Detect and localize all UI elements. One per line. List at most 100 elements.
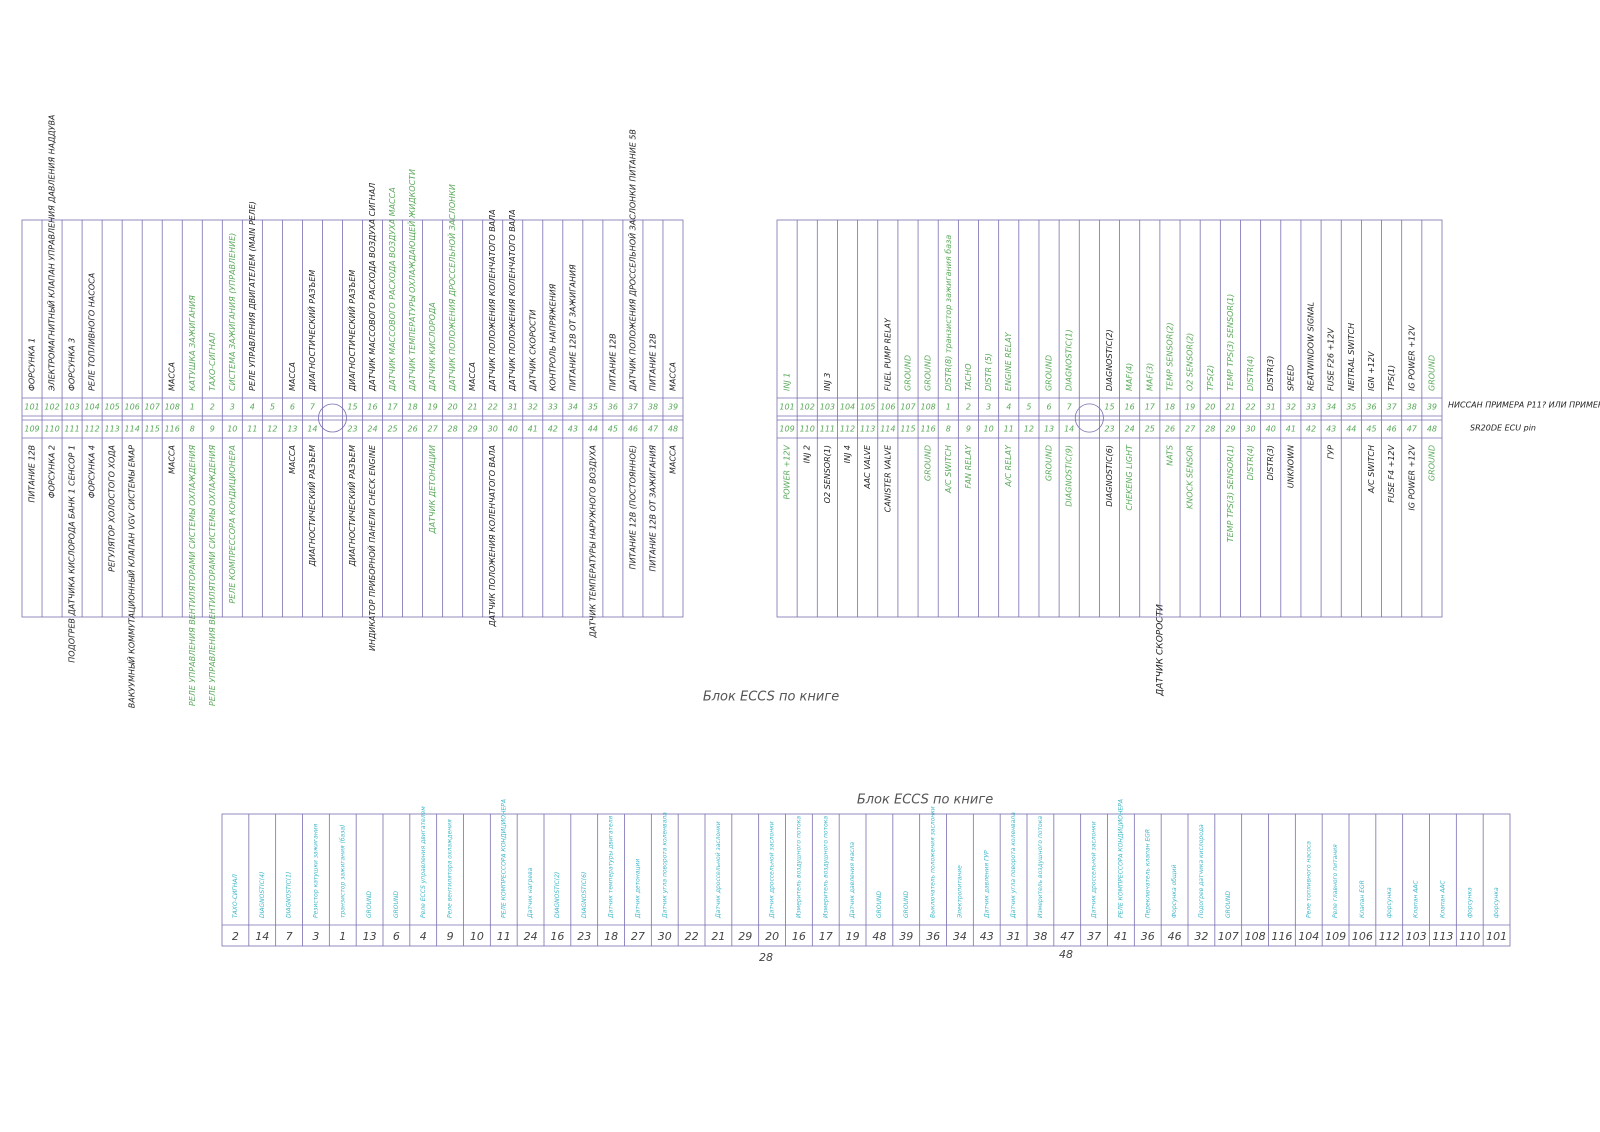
pin-label: ПИТАНИЕ 12В: [608, 333, 617, 391]
pin-number: 47: [1407, 425, 1418, 434]
pin-number: 24: [524, 930, 538, 943]
pin-number: 14: [255, 930, 269, 943]
pin-number: 7: [310, 403, 316, 412]
pin-number: 41: [528, 425, 538, 434]
pin-label: O2 SENSOR(1): [823, 445, 832, 503]
note: НИССАН ПРИМЕРА Р11? ИЛИ ПРИМЕРА Р10 ПРОС…: [1448, 401, 1600, 410]
pin-label: ДИАГНОСТИЧЕСКИЙ РАЗЪЕМ: [346, 445, 357, 567]
pin-number: 36: [1366, 403, 1376, 412]
pin-label: TPS(2): [1206, 365, 1215, 391]
pin-label: IGN +12V: [1367, 351, 1376, 391]
pin-number: 1: [190, 403, 195, 412]
pin-label: Датчик дроссельной заслонки: [769, 821, 776, 919]
pin-number: 101: [24, 403, 39, 412]
pin-number: 11: [247, 425, 257, 434]
pin-number: 11: [1004, 425, 1014, 434]
pin-label: REATWINDOW SIGNAL: [1307, 302, 1316, 391]
pin-number: 42: [1306, 425, 1316, 434]
pin-label: ТАХО-СИГНАЛ: [208, 332, 217, 391]
pin-label: Датчик угла поворота коленвала: [1010, 812, 1017, 919]
pin-number: 34: [568, 403, 578, 412]
pin-label: INJ 2: [803, 445, 812, 463]
pin-label: РЕЛЕ КОМПРЕССОРА КОНДИЦИОНЕРА: [500, 799, 507, 918]
pin-number: 9: [447, 930, 454, 943]
pin-number: 44: [588, 425, 598, 434]
pin-label: ТАХО-СИГНАЛ: [232, 874, 239, 918]
pin-number: 26: [407, 425, 417, 434]
pin-label: ПИТАНИЕ 12В (ПОСТОЯННОЕ): [628, 445, 637, 569]
pin-number: 104: [1298, 930, 1319, 943]
pin-number: 105: [860, 403, 875, 412]
pin-number: 21: [711, 930, 725, 943]
speed-label: ДАТЧИК СКОРОСТИ: [1156, 604, 1166, 697]
pin-label: Измеритель воздушного потока: [822, 816, 829, 918]
pin-number: 115: [900, 425, 915, 434]
pin-label: МАССА: [168, 445, 177, 474]
pin-number: 22: [1245, 403, 1255, 412]
pin-label: РЕЛЕ КОМПРЕССОРА КОНДИЦИОНЕРА: [1117, 799, 1124, 918]
pin-label: KNOCK SENSOR: [1186, 445, 1195, 509]
pin-label: Форсунка общий: [1171, 864, 1178, 918]
pin-label: POWER +12V: [783, 444, 792, 499]
pin-label: SPEED: [1286, 365, 1295, 391]
pin-number: 29: [1225, 425, 1235, 434]
pin-label: ДИАГНОСТИЧЕСКИЙ РАЗЪЕМ: [306, 445, 317, 567]
pin-label: GROUND: [1045, 355, 1054, 391]
pin-label: Датчик дроссельной заслонки: [715, 821, 722, 919]
pin-label: Клапан AAC: [1439, 880, 1446, 918]
pin-number: 25: [387, 425, 397, 434]
pin-label: GROUND: [903, 355, 912, 391]
pin-number: 3: [312, 930, 319, 943]
pin-number: 24: [1125, 425, 1135, 434]
pin-number: 40: [508, 425, 518, 434]
pin-number: 18: [1165, 403, 1175, 412]
pin-number: 27: [631, 930, 645, 943]
pin-label: ENGINE RELAY: [1004, 331, 1013, 391]
pin-label: A/C RELAY: [1004, 444, 1013, 488]
pin-number: 1: [946, 403, 951, 412]
pin-number: 13: [1044, 425, 1054, 434]
pin-number: 106: [1352, 930, 1373, 943]
pin-label: GROUND: [1427, 445, 1436, 481]
pin-label: Реле ECCS управления двигателем: [420, 806, 427, 918]
pin-number: 46: [1387, 425, 1397, 434]
pin-number: 5: [270, 403, 275, 412]
pin-number: 3: [230, 403, 235, 412]
pin-number: 20: [448, 403, 458, 412]
pin-number: 113: [1432, 930, 1453, 943]
pin-number: 33: [548, 403, 558, 412]
pin-number: 15: [1104, 403, 1114, 412]
pin-number: 112: [840, 425, 855, 434]
pin-number: 41: [1114, 930, 1128, 943]
pin-label: ФОРСУНКА 2: [48, 445, 57, 498]
pin-label: INJ 4: [843, 445, 852, 463]
pin-number: 32: [1286, 403, 1296, 412]
pin-label: Электропитание: [956, 865, 963, 919]
pin-number: 16: [792, 930, 806, 943]
pin-label: TACHO: [964, 363, 973, 391]
pin-number: 41: [1286, 425, 1296, 434]
pin-label: FUSE F4 +12V: [1387, 444, 1396, 502]
pin-label: GROUND: [924, 355, 933, 391]
pin-number: 29: [738, 930, 752, 943]
pin-label: Датчик давления масла: [849, 842, 856, 919]
pin-number: 103: [1406, 930, 1427, 943]
pin-number: 28: [448, 425, 458, 434]
pin-label: DIAGNOSTIC(4): [259, 872, 266, 918]
pin-label: МАССА: [468, 362, 477, 391]
pin-number: 37: [628, 403, 639, 412]
pin-label: O2 SENSOR(2): [1186, 333, 1195, 391]
pin-number: 5: [1026, 403, 1031, 412]
pin-label: Клапан AAC: [1413, 880, 1420, 918]
pin-number: 12: [1024, 425, 1034, 434]
pin-number: 105: [104, 403, 119, 412]
pin-label: NATS: [1165, 445, 1174, 466]
pin-label: IG POWER +12V: [1407, 325, 1416, 391]
pin-label: форсунка: [1493, 887, 1500, 918]
pin-number: 39: [668, 403, 678, 412]
pin-number: 23: [577, 930, 591, 943]
pin-number: 39: [899, 930, 913, 943]
pin-number: 45: [1366, 425, 1376, 434]
pin-label: транзистор зажигания (база): [339, 825, 346, 918]
